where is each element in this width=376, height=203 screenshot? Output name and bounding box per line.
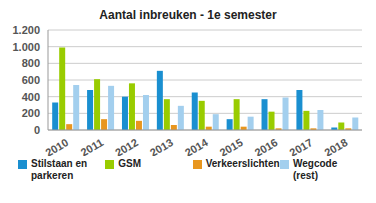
svg-text:400: 400 xyxy=(22,91,40,103)
svg-text:2014: 2014 xyxy=(183,136,211,156)
svg-text:2012: 2012 xyxy=(113,136,140,156)
svg-text:1.200: 1.200 xyxy=(12,24,40,36)
svg-text:2016: 2016 xyxy=(252,136,279,156)
svg-text:2013: 2013 xyxy=(148,136,175,156)
svg-text:2010: 2010 xyxy=(43,136,70,156)
svg-text:1.000: 1.000 xyxy=(12,41,40,53)
svg-text:2018: 2018 xyxy=(322,136,349,156)
html-text:Stilstaan en parkeren: Stilstaan en parkeren xyxy=(31,158,88,181)
svg-text:800: 800 xyxy=(22,57,40,69)
svg-text:2015: 2015 xyxy=(218,136,245,156)
svg-text:200: 200 xyxy=(22,107,40,119)
html-text:Wegcode (rest): Wegcode (rest) xyxy=(293,158,338,181)
svg-text:600: 600 xyxy=(22,74,40,86)
svg-text:0: 0 xyxy=(34,124,40,136)
html-text:GSM: GSM xyxy=(118,158,142,169)
svg-text:2017: 2017 xyxy=(287,136,314,156)
svg-text:2011: 2011 xyxy=(79,136,106,156)
html-text:Verkeerslichten: Verkeerslichten xyxy=(205,158,280,169)
html-text:Aantal inbreuken - 1e semester: Aantal inbreuken - 1e semester xyxy=(99,8,277,22)
